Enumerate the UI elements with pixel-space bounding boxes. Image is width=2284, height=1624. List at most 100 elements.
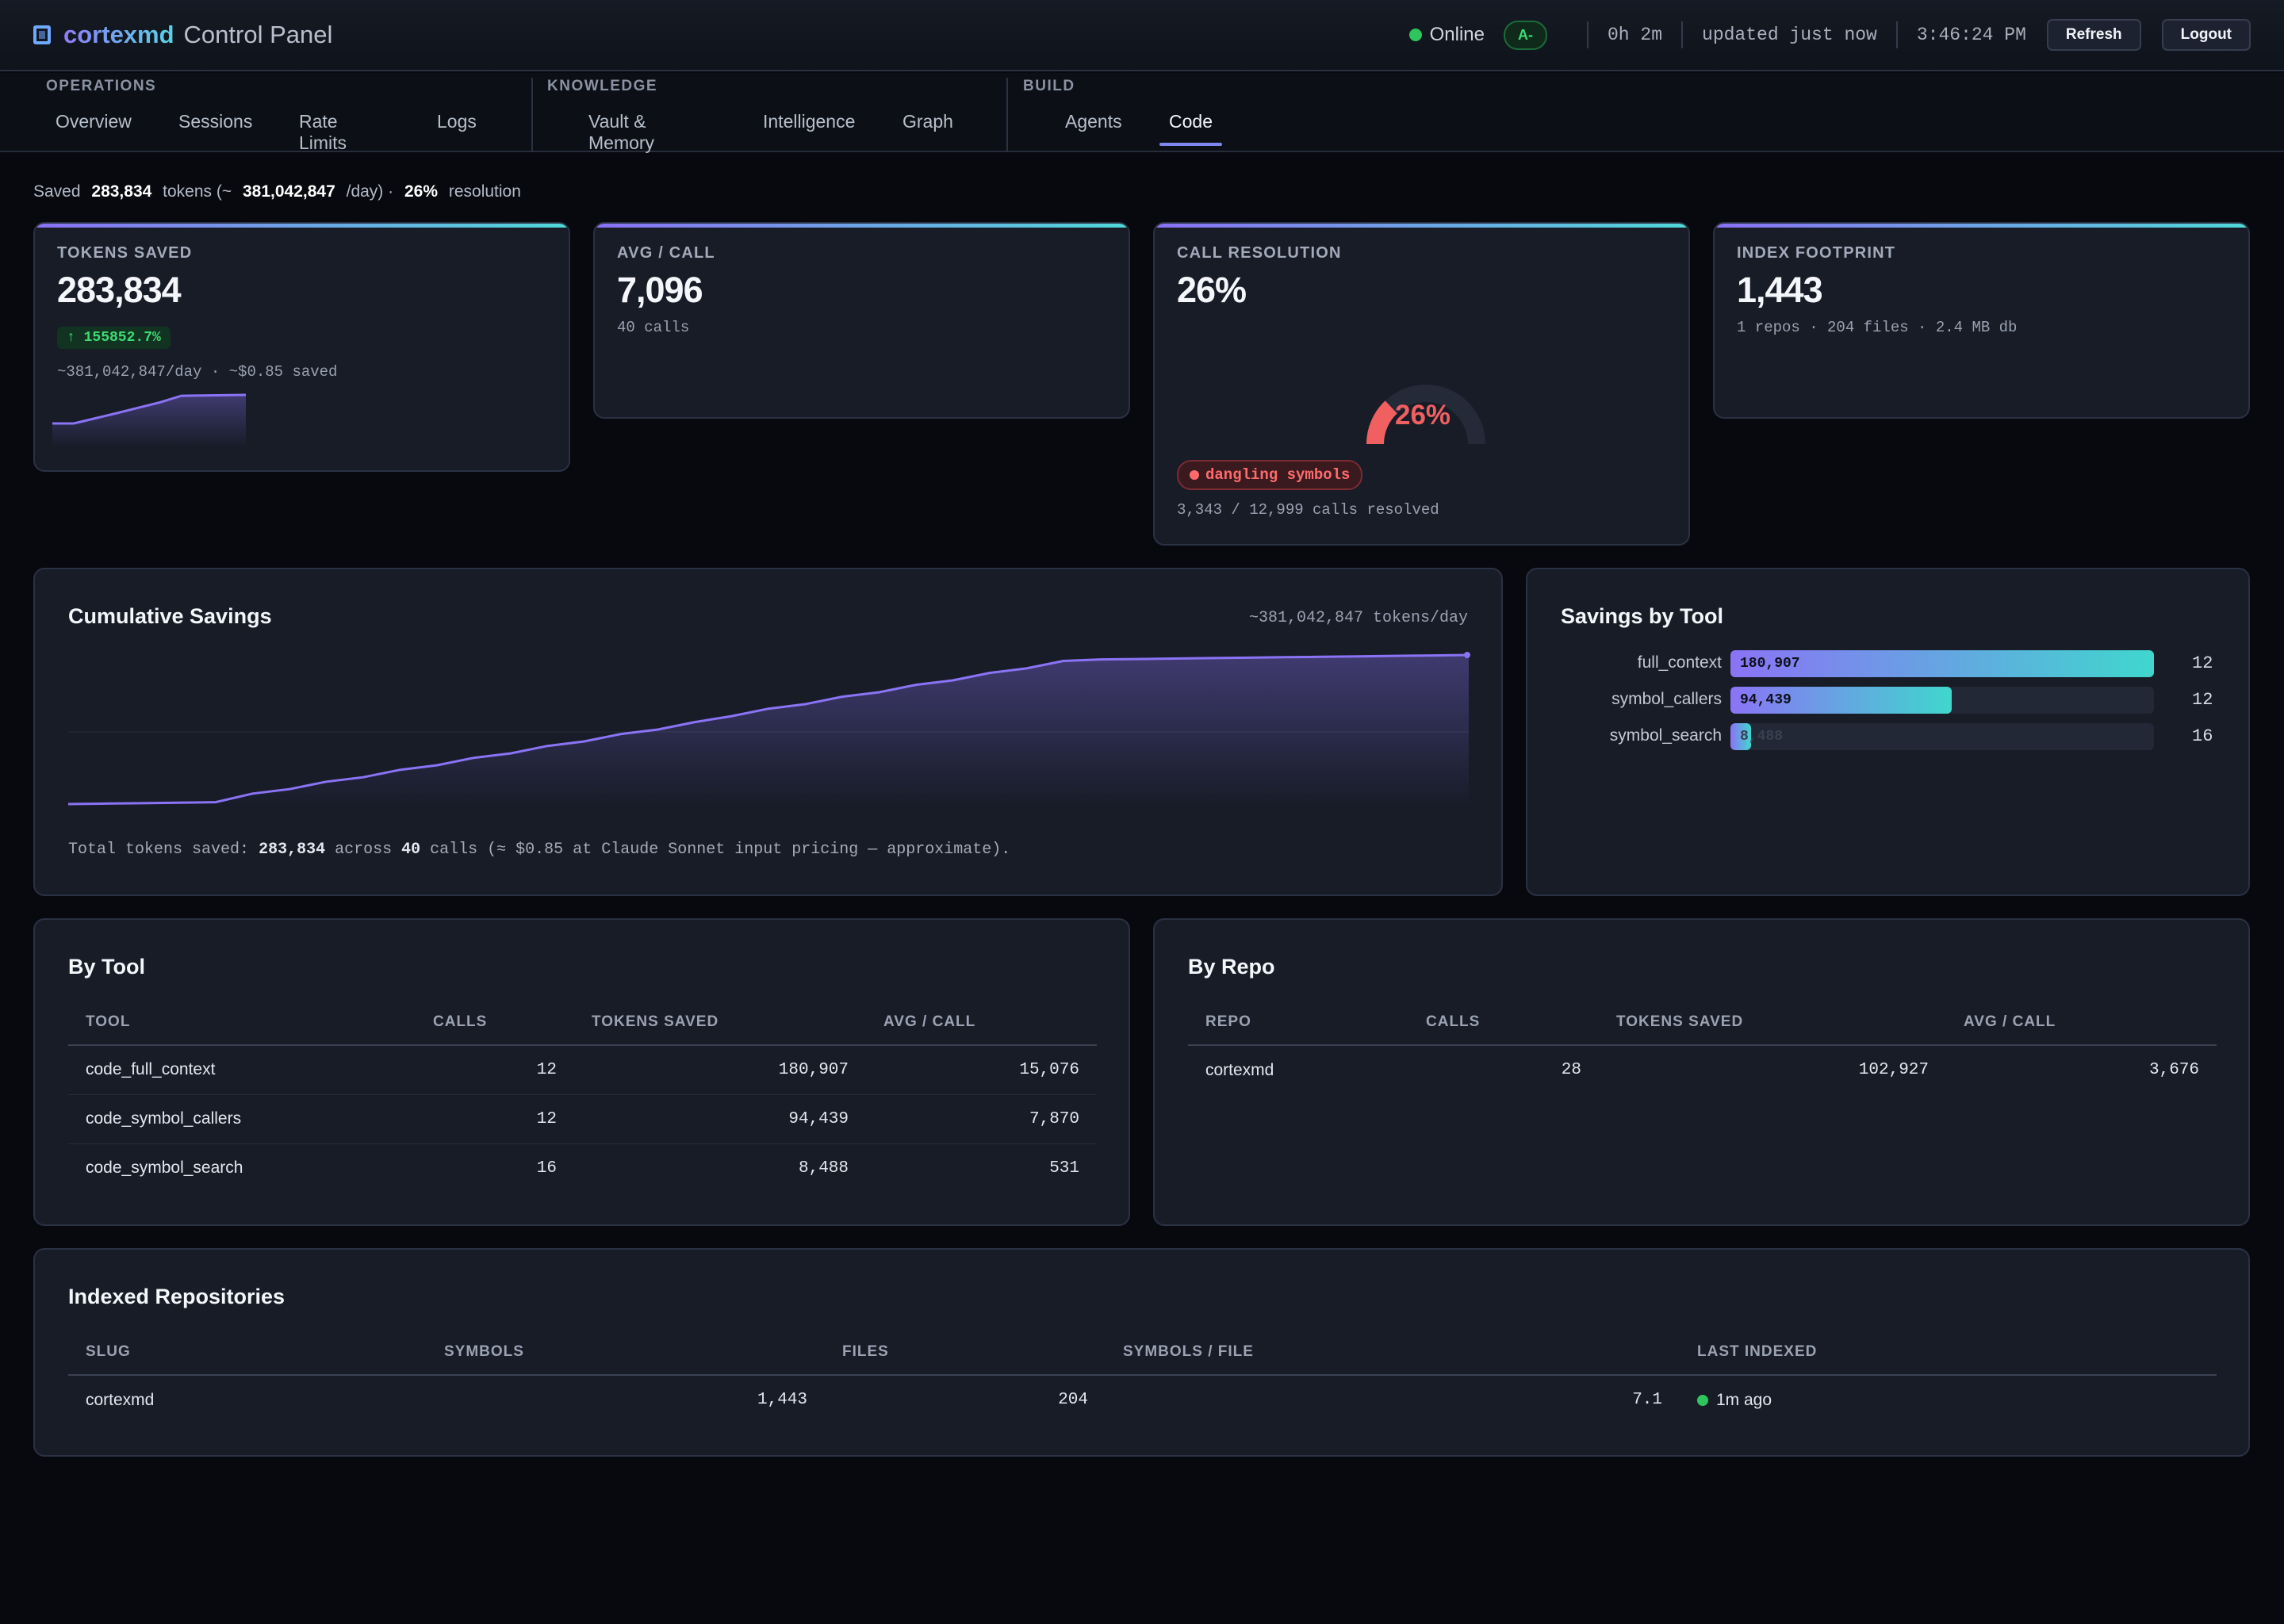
app-title: Control Panel xyxy=(183,21,333,48)
nav-divider xyxy=(1006,78,1008,152)
tool-bar-row: symbol_callers 94,439 12 xyxy=(1527,687,2248,714)
chart-line xyxy=(68,653,1470,806)
call-resolution-card: CALL RESOLUTION 26% 26% dangling symbols… xyxy=(1153,222,1690,546)
footnote-mid: across xyxy=(335,841,393,859)
bar-fill xyxy=(1730,650,2154,677)
tab-code[interactable]: Code xyxy=(1159,111,1222,146)
footnote-tokens: 283,834 xyxy=(259,841,326,859)
main-nav: OPERATIONS Overview Sessions Rate Limits… xyxy=(0,73,2284,153)
tool-bar-row: symbol_search 8,488 16 xyxy=(1527,723,2248,750)
repo-slug: cortexmd xyxy=(86,1390,155,1409)
column-header[interactable]: AVG / CALL xyxy=(866,999,1097,1046)
bar-track: 8,488 xyxy=(1730,723,2154,750)
dangling-symbols-badge: dangling symbols xyxy=(1177,460,1363,490)
tab-vault-memory[interactable]: Vault & Memory xyxy=(588,111,655,153)
summary-suffix: /day) · xyxy=(346,182,394,201)
symbols: 1,443 xyxy=(757,1391,807,1409)
savings-by-tool-panel: Savings by Tool full_context 180,907 12 … xyxy=(1526,568,2250,896)
cumulative-savings-panel: Cumulative Savings ~381,042,847 tokens/d… xyxy=(33,568,1503,896)
tab-graph[interactable]: Graph xyxy=(902,111,953,132)
card-label: INDEX FOOTPRINT xyxy=(1737,244,1896,262)
uptime: 0h 2m xyxy=(1608,25,1663,45)
tab-overview[interactable]: Overview xyxy=(56,111,132,132)
gauge-fill xyxy=(1366,400,1398,445)
nav-group-title: OPERATIONS xyxy=(46,78,157,94)
panel-title: Savings by Tool xyxy=(1561,604,1724,628)
card-value: 7,096 xyxy=(617,270,703,310)
table-row[interactable]: cortexmd 1,443 204 7.1 1m ago xyxy=(68,1375,2217,1424)
badge-text: dangling symbols xyxy=(1205,466,1351,484)
chart-area xyxy=(68,655,1469,807)
bar-count: 16 xyxy=(2192,726,2213,746)
savings-summary: Saved 283,834 tokens (~ 381,042,847 /day… xyxy=(33,182,521,201)
table-row[interactable]: code_symbol_callers 12 94,439 7,870 xyxy=(68,1094,1097,1144)
column-header[interactable]: TOOL xyxy=(68,999,416,1046)
logo-icon xyxy=(33,25,51,44)
index-footprint-card: INDEX FOOTPRINT 1,443 1 repos · 204 file… xyxy=(1713,222,2250,419)
table-header-row: REPO CALLS TOKENS SAVED AVG / CALL xyxy=(1188,999,2217,1046)
calls: 12 xyxy=(416,1045,574,1095)
bar-value: 8,488 xyxy=(1740,729,1784,745)
bar-count: 12 xyxy=(2192,690,2213,710)
tab-rate-limits[interactable]: Rate Limits xyxy=(299,111,347,153)
bar-track: 94,439 xyxy=(1730,687,2154,714)
tokens-sparkline xyxy=(52,393,246,447)
summary-mid: tokens (~ xyxy=(163,182,232,201)
column-header[interactable]: SYMBOLS xyxy=(427,1329,825,1376)
column-header[interactable]: SYMBOLS / FILE xyxy=(1106,1329,1680,1376)
tokens-saved: 94,439 xyxy=(574,1094,866,1144)
avg-per-call: 3,676 xyxy=(2148,1061,2199,1079)
tab-intelligence[interactable]: Intelligence xyxy=(763,111,856,132)
logout-button[interactable]: Logout xyxy=(2161,19,2251,51)
tab-sessions[interactable]: Sessions xyxy=(178,111,253,132)
column-header[interactable]: REPO xyxy=(1188,999,1408,1046)
nav-divider xyxy=(531,78,533,152)
bar-count: 12 xyxy=(2192,653,2213,673)
last-indexed: 1m ago xyxy=(1680,1375,2217,1424)
by-repo-panel: By Repo REPO CALLS TOKENS SAVED AVG / CA… xyxy=(1153,918,2250,1226)
divider xyxy=(1587,21,1588,48)
column-header[interactable]: TOKENS SAVED xyxy=(1599,999,1946,1046)
card-subtext: 1 repos · 204 files · 2.4 MB db xyxy=(1737,319,2018,336)
table-row[interactable]: code_symbol_search 16 8,488 531 xyxy=(68,1143,1097,1193)
refresh-button[interactable]: Refresh xyxy=(2046,19,2141,51)
repo-name: cortexmd xyxy=(1205,1060,1274,1079)
table-row[interactable]: code_full_context 12 180,907 15,076 xyxy=(68,1045,1097,1095)
nav-group-title: BUILD xyxy=(1023,78,1075,94)
avg-per-call: 531 xyxy=(1049,1159,1079,1178)
last-indexed-text: 1m ago xyxy=(1716,1390,1772,1409)
tokens-saved: 102,927 xyxy=(1858,1061,1929,1079)
column-header[interactable]: TOKENS SAVED xyxy=(574,999,866,1046)
column-header[interactable]: AVG / CALL xyxy=(1946,999,2217,1046)
indexed-ok-icon xyxy=(1697,1394,1708,1406)
summary-resolution-label: resolution xyxy=(448,182,521,201)
column-header[interactable]: CALLS xyxy=(416,999,574,1046)
tokens-saved: 8,488 xyxy=(798,1159,849,1178)
tab-agents[interactable]: Agents xyxy=(1065,111,1122,132)
column-header[interactable]: LAST INDEXED xyxy=(1680,1329,2217,1376)
avg-per-call: 7,870 xyxy=(866,1094,1097,1144)
bar-label: symbol_callers xyxy=(1611,690,1722,708)
avg-per-call: 15,076 xyxy=(866,1045,1097,1095)
status-text: Online xyxy=(1429,24,1485,45)
resolution-gauge xyxy=(1366,385,1485,445)
panel-title: Cumulative Savings xyxy=(68,604,272,628)
panel-title: By Tool xyxy=(68,955,145,979)
chart-footnote: Total tokens saved: 283,834 across 40 ca… xyxy=(68,841,1010,859)
card-value: 283,834 xyxy=(57,270,182,310)
brand[interactable]: cortexmd Control Panel xyxy=(33,21,332,49)
nav-group-title: KNOWLEDGE xyxy=(547,78,658,94)
column-header[interactable]: SLUG xyxy=(68,1329,427,1376)
column-header[interactable]: CALLS xyxy=(1408,999,1599,1046)
files: 204 xyxy=(1058,1391,1088,1409)
bar-track: 180,907 xyxy=(1730,650,2154,677)
calls: 12 xyxy=(416,1094,574,1144)
tokens-saved: 180,907 xyxy=(574,1045,866,1095)
table-row[interactable]: cortexmd 28 102,927 3,676 xyxy=(1188,1045,2217,1094)
bar-fill xyxy=(1730,687,1952,714)
summary-tokens: 283,834 xyxy=(91,182,152,201)
tab-logs[interactable]: Logs xyxy=(437,111,477,132)
column-header[interactable]: FILES xyxy=(825,1329,1106,1376)
sparkline-line xyxy=(52,393,246,425)
sparkline-area xyxy=(52,395,246,447)
